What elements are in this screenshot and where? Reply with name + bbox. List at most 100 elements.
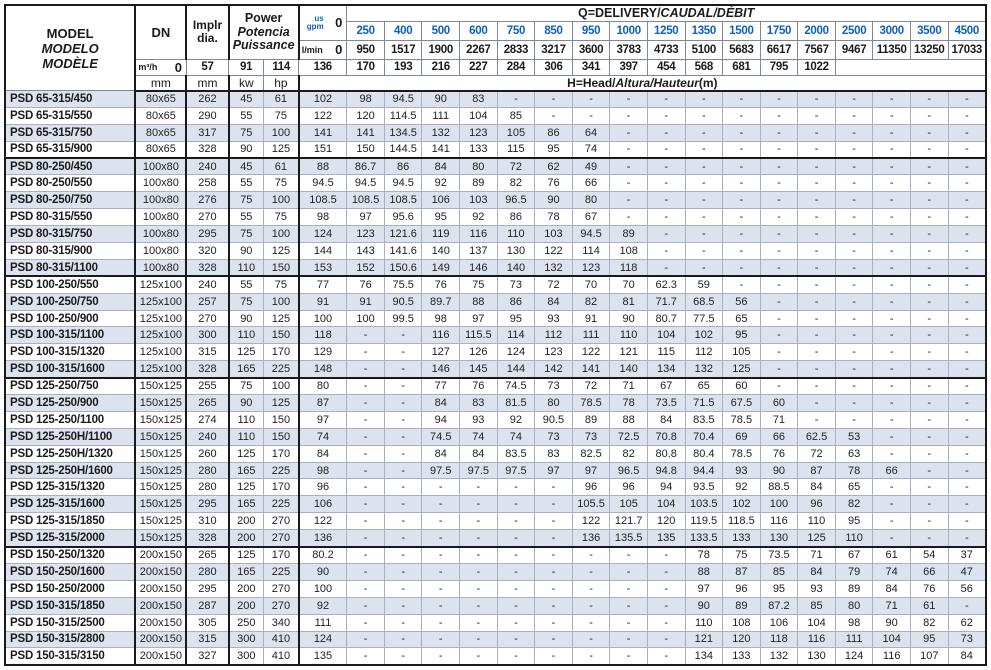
head-value-cell: 78 <box>534 208 573 227</box>
head-value-cell: 135 <box>646 529 686 548</box>
model-cell: PSD 65-315/450 <box>4 90 137 108</box>
head-value-cell: 71.5 <box>684 394 724 412</box>
model-cell: PSD 125-315/1600 <box>4 495 137 514</box>
head-value-cell: - <box>346 394 385 412</box>
head-value-cell: 116 <box>797 630 836 649</box>
head-value-cell: - <box>909 529 949 548</box>
power-kw-cell: 200 <box>228 512 265 531</box>
head-value-cell: 84 <box>872 579 911 598</box>
head-value-cell: - <box>496 647 536 666</box>
head-value-cell: - <box>872 410 911 429</box>
head-value-cell: 88 <box>684 562 724 581</box>
head-value-cell: - <box>872 376 911 396</box>
head-value-cell: 124 <box>298 630 348 649</box>
head-value-cell: - <box>797 140 836 159</box>
power-hp-cell: 100 <box>263 191 300 210</box>
head-value-cell: - <box>459 562 498 581</box>
head-value-cell: 72.5 <box>609 427 648 446</box>
power-kw-cell: 200 <box>228 579 265 598</box>
head-value-cell: 99.5 <box>383 309 423 328</box>
head-value-cell: 140 <box>609 360 648 379</box>
head-title-en: H=Head/ <box>567 75 616 90</box>
head-value-cell: 145 <box>459 360 498 379</box>
impeller-dia-cell: 287 <box>185 596 230 615</box>
head-value-cell: 82 <box>609 444 648 463</box>
dn-cell: 80x65 <box>134 90 188 108</box>
power-kw-cell: 45 <box>228 157 265 176</box>
head-value-cell: 88 <box>459 292 498 311</box>
head-value-cell: 93 <box>797 579 836 598</box>
head-value-cell: 89 <box>571 410 611 429</box>
power-kw-cell: 110 <box>228 427 265 446</box>
head-value-cell: - <box>383 326 423 345</box>
head-value-cell: - <box>759 258 799 277</box>
head-value-cell: 93 <box>459 410 498 429</box>
head-value-cell: 116 <box>459 225 498 244</box>
head-value-cell: 133.5 <box>684 529 724 548</box>
head-value-cell: - <box>909 292 949 311</box>
head-value-cell: 108.5 <box>346 191 385 210</box>
head-value-cell: - <box>571 545 611 564</box>
head-value-cell: 95 <box>496 309 536 328</box>
model-cell: PSD 150-250/1320 <box>4 545 137 564</box>
impeller-dia-cell: 305 <box>185 613 230 632</box>
dn-cell: 100x80 <box>134 258 188 277</box>
dn-cell: 150x125 <box>134 495 188 514</box>
column-header-power: Power Potencia Puissance <box>228 4 300 60</box>
head-value-cell: 151 <box>298 140 348 159</box>
head-value-cell: - <box>834 140 874 159</box>
head-value-cell: - <box>909 376 949 396</box>
head-value-cell: 73 <box>947 630 987 649</box>
head-value-cell: - <box>346 579 385 598</box>
head-value-cell: 84 <box>459 444 498 463</box>
head-value-cell: 116 <box>421 326 461 345</box>
head-value-cell: 92 <box>496 410 536 429</box>
power-unit-hp: hp <box>263 74 300 92</box>
head-value-cell: - <box>421 529 461 548</box>
head-value-cell: - <box>834 191 874 210</box>
head-value-cell: 90 <box>534 191 573 210</box>
head-value-cell: 115.5 <box>459 326 498 345</box>
head-value-cell: - <box>684 157 724 176</box>
head-value-cell: - <box>346 562 385 581</box>
head-value-cell: - <box>947 444 987 463</box>
head-value-cell: 84 <box>298 444 348 463</box>
power-kw-cell: 165 <box>228 562 265 581</box>
head-value-cell: - <box>947 343 987 362</box>
head-value-cell: 84 <box>421 444 461 463</box>
head-value-cell: - <box>534 562 573 581</box>
head-value-cell: - <box>496 529 536 548</box>
head-value-cell: 84 <box>534 292 573 311</box>
power-label: Power <box>244 11 283 25</box>
head-value-cell: - <box>571 630 611 649</box>
head-value-cell: - <box>834 225 874 244</box>
table-row: PSD 125-315/1850 150x125 310 200 270 122- - - - -… <box>4 512 987 531</box>
head-value-cell: - <box>609 596 648 615</box>
flow-col-us-gpm: 1350 <box>684 20 724 41</box>
head-value-cell: 95.6 <box>383 208 423 227</box>
head-value-cell: - <box>609 208 648 227</box>
head-value-cell: 105.5 <box>571 495 611 514</box>
head-value-cell: 80 <box>534 394 573 412</box>
head-value-cell: - <box>684 191 724 210</box>
head-value-cell: 37 <box>947 545 987 564</box>
impeller-dia-cell: 258 <box>185 174 230 193</box>
dn-cell: 150x125 <box>134 461 188 480</box>
head-value-cell: 83.5 <box>684 410 724 429</box>
flow-col-us-gpm: 2500 <box>834 20 874 41</box>
head-value-cell: 73.5 <box>646 394 686 412</box>
model-label: MODEL <box>46 25 94 41</box>
dn-cell: 80x65 <box>134 140 188 159</box>
head-value-cell: 124 <box>298 225 348 244</box>
head-value-cell: 127 <box>421 343 461 362</box>
head-value-cell: - <box>459 579 498 598</box>
head-value-cell: - <box>947 512 987 531</box>
head-value-cell: - <box>759 225 799 244</box>
head-value-cell: 74.5 <box>496 376 536 396</box>
model-cell: PSD 125-315/2000 <box>4 529 137 548</box>
head-value-cell: - <box>722 208 761 227</box>
head-value-cell: 76 <box>459 376 498 396</box>
head-value-cell: 123 <box>459 123 498 142</box>
head-value-cell: 80.4 <box>684 444 724 463</box>
head-value-cell: - <box>834 326 874 345</box>
